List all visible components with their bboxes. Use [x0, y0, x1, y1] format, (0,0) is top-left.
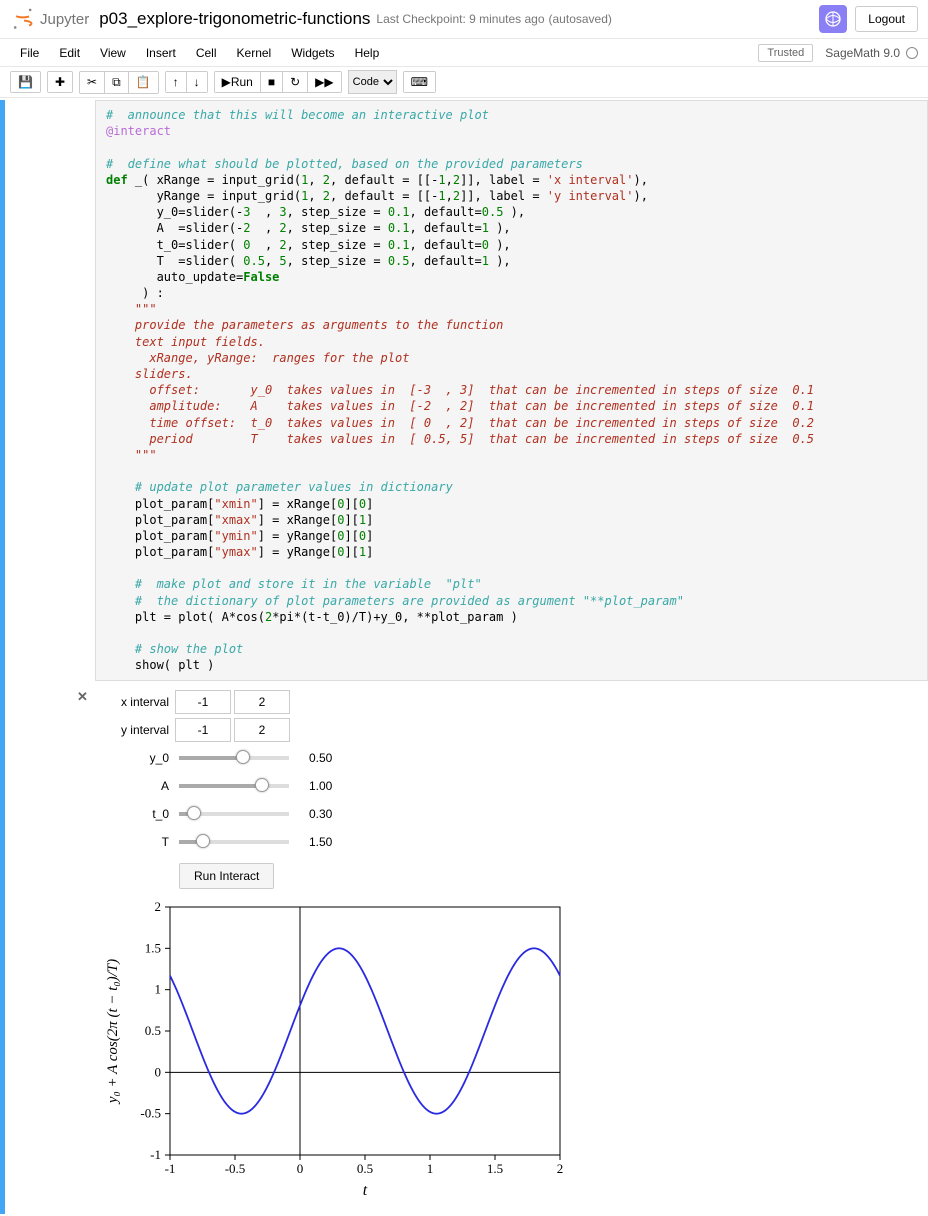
- slider-y_0[interactable]: [179, 756, 289, 760]
- run-interact-button[interactable]: Run Interact: [179, 863, 274, 889]
- slider-t_0[interactable]: [179, 812, 289, 816]
- autosave-text: (autosaved): [549, 12, 612, 26]
- svg-text:2: 2: [155, 899, 162, 914]
- slider-label: t_0: [95, 807, 175, 821]
- cut-button[interactable]: ✂: [80, 72, 105, 93]
- slider-T[interactable]: [179, 840, 289, 844]
- menu-cell[interactable]: Cell: [186, 42, 227, 64]
- svg-text:y₀ + A cos(2π (t − t₀)/T): y₀ + A cos(2π (t − t₀)/T): [105, 958, 121, 1104]
- command-palette-button[interactable]: ⌨: [404, 72, 435, 92]
- svg-text:0.5: 0.5: [145, 1023, 161, 1038]
- jupyter-logo[interactable]: Jupyter: [10, 6, 89, 32]
- menu-file[interactable]: File: [10, 42, 49, 64]
- kernel-name[interactable]: SageMath 9.0: [825, 46, 900, 60]
- svg-text:-1: -1: [165, 1161, 176, 1176]
- svg-text:-1: -1: [150, 1147, 161, 1162]
- menu-widgets[interactable]: Widgets: [281, 42, 344, 64]
- plot-output: -1 -0.5 0 0.5 1 1.5 2 -1 -0.5 0 0.5 1 1.5 2 t y₀ + A co…: [95, 895, 595, 1205]
- sage-icon[interactable]: [819, 5, 847, 33]
- slider-value: 0.50: [309, 751, 349, 765]
- x-interval-min-input[interactable]: [175, 690, 231, 714]
- move-down-button[interactable]: ↓: [187, 72, 207, 92]
- y-interval-max-input[interactable]: [234, 718, 290, 742]
- slider-label: T: [95, 835, 175, 849]
- svg-text:2: 2: [557, 1161, 564, 1176]
- menu-kernel[interactable]: Kernel: [227, 42, 282, 64]
- menu-help[interactable]: Help: [345, 42, 390, 64]
- code-cell[interactable]: # announce that this will become an inte…: [0, 100, 928, 1214]
- move-up-button[interactable]: ↑: [166, 72, 187, 92]
- add-cell-button[interactable]: ✚: [48, 72, 72, 92]
- svg-text:0: 0: [297, 1161, 304, 1176]
- restart-button[interactable]: ↻: [283, 72, 308, 92]
- slider-value: 1.00: [309, 779, 349, 793]
- slider-value: 1.50: [309, 835, 349, 849]
- stop-button[interactable]: ■: [261, 72, 283, 92]
- svg-text:0.5: 0.5: [357, 1161, 373, 1176]
- svg-text:1: 1: [155, 981, 162, 996]
- menu-edit[interactable]: Edit: [49, 42, 90, 64]
- paste-button[interactable]: 📋: [129, 72, 158, 93]
- run-button[interactable]: ▶ Run: [215, 72, 261, 92]
- svg-text:t: t: [363, 1182, 368, 1199]
- kernel-status-icon: [906, 47, 918, 59]
- jupyter-text: Jupyter: [40, 11, 89, 28]
- code-input[interactable]: # announce that this will become an inte…: [95, 100, 928, 681]
- copy-button[interactable]: ⧉: [105, 72, 129, 93]
- slider-A[interactable]: [179, 784, 289, 788]
- output-area: ✕ x interval y interval y_0 0.50A 1.: [95, 681, 928, 1214]
- menu-insert[interactable]: Insert: [136, 42, 186, 64]
- trusted-indicator[interactable]: Trusted: [758, 44, 813, 62]
- y-interval-min-input[interactable]: [175, 718, 231, 742]
- save-button[interactable]: 💾: [11, 72, 40, 92]
- svg-text:1.5: 1.5: [145, 940, 161, 955]
- svg-text:1: 1: [427, 1161, 434, 1176]
- close-widget-icon[interactable]: ✕: [77, 689, 88, 705]
- x-interval-label: x interval: [95, 695, 175, 709]
- jupyter-icon: [10, 6, 36, 32]
- svg-text:0: 0: [155, 1064, 162, 1079]
- slider-label: A: [95, 779, 175, 793]
- x-interval-max-input[interactable]: [234, 690, 290, 714]
- logout-button[interactable]: Logout: [855, 6, 918, 32]
- cell-type-select[interactable]: Code: [348, 70, 397, 94]
- svg-text:1.5: 1.5: [487, 1161, 503, 1176]
- restart-run-button[interactable]: ▶▶: [308, 72, 340, 92]
- slider-value: 0.30: [309, 807, 349, 821]
- menu-view[interactable]: View: [90, 42, 136, 64]
- svg-text:-0.5: -0.5: [140, 1105, 161, 1120]
- y-interval-label: y interval: [95, 723, 175, 737]
- checkpoint-text: Last Checkpoint: 9 minutes ago: [376, 12, 544, 26]
- slider-label: y_0: [95, 751, 175, 765]
- notebook-title[interactable]: p03_explore-trigonometric-functions: [99, 9, 370, 29]
- svg-text:-0.5: -0.5: [225, 1161, 246, 1176]
